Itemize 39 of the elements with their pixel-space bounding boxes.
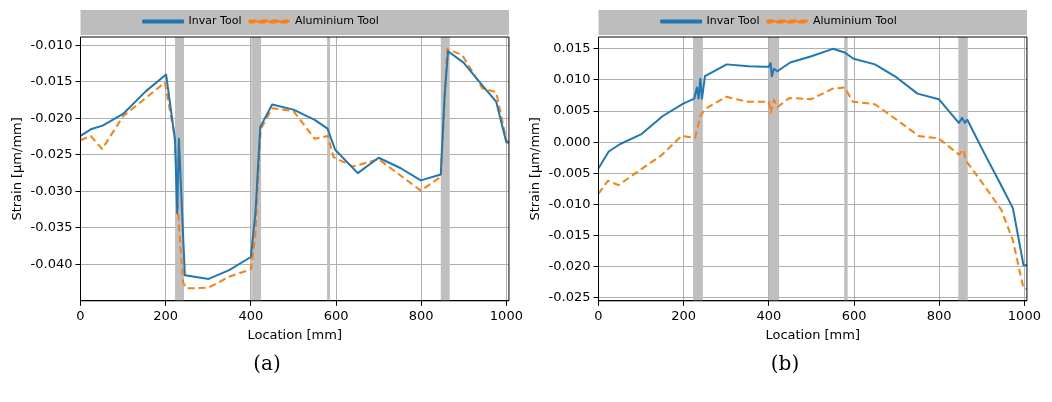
y-tick-label: -0.010 — [548, 195, 591, 211]
y-tick-label: -0.025 — [30, 146, 73, 162]
x-tick-label: 400 — [238, 307, 264, 323]
y-tick-label: -0.040 — [30, 255, 73, 271]
x-tick-label: 0 — [594, 307, 603, 323]
y-tick-label: 0.005 — [553, 102, 591, 118]
x-tick-label: 200 — [671, 307, 697, 323]
x-axis-title: Location [mm] — [765, 326, 861, 342]
y-tick-label: -0.015 — [30, 73, 73, 89]
legend-label: Invar Tool — [706, 14, 760, 28]
line-series — [598, 86, 1027, 290]
x-axis-title: Location [mm] — [247, 326, 343, 342]
y-tick-label: -0.035 — [30, 219, 73, 235]
y-axis-title: Strain [μm/mm] — [527, 117, 543, 221]
y-tick-label: 0.010 — [553, 71, 591, 87]
x-tick-label: 800 — [926, 307, 952, 323]
x-tick-label: 800 — [408, 307, 434, 323]
y-tick-label: -0.015 — [548, 226, 591, 242]
x-tick-label: 1000 — [489, 307, 523, 323]
y-tick-label: -0.005 — [548, 164, 591, 180]
legend-label: Aluminium Tool — [294, 14, 379, 28]
y-tick-label: 0.000 — [553, 133, 591, 149]
x-tick-label: 600 — [323, 307, 349, 323]
y-tick-label: -0.010 — [30, 36, 73, 52]
x-tick-label: 600 — [841, 307, 867, 323]
text: (a) — [253, 351, 281, 375]
legend-label: Aluminium Tool — [812, 14, 897, 28]
x-tick-label: 1000 — [1007, 307, 1041, 323]
y-tick-label: 0.015 — [553, 40, 591, 56]
text: (b) — [770, 351, 800, 375]
legend-label: Invar Tool — [188, 14, 242, 28]
y-tick-label: -0.025 — [548, 289, 591, 305]
y-tick-label: -0.020 — [30, 109, 73, 125]
x-tick-label: 200 — [153, 307, 179, 323]
x-tick-label: 400 — [756, 307, 782, 323]
y-axis-title: Strain [μm/mm] — [9, 117, 25, 221]
y-tick-label: -0.020 — [548, 257, 591, 273]
y-tick-label: -0.030 — [30, 182, 73, 198]
x-tick-label: 0 — [76, 307, 85, 323]
